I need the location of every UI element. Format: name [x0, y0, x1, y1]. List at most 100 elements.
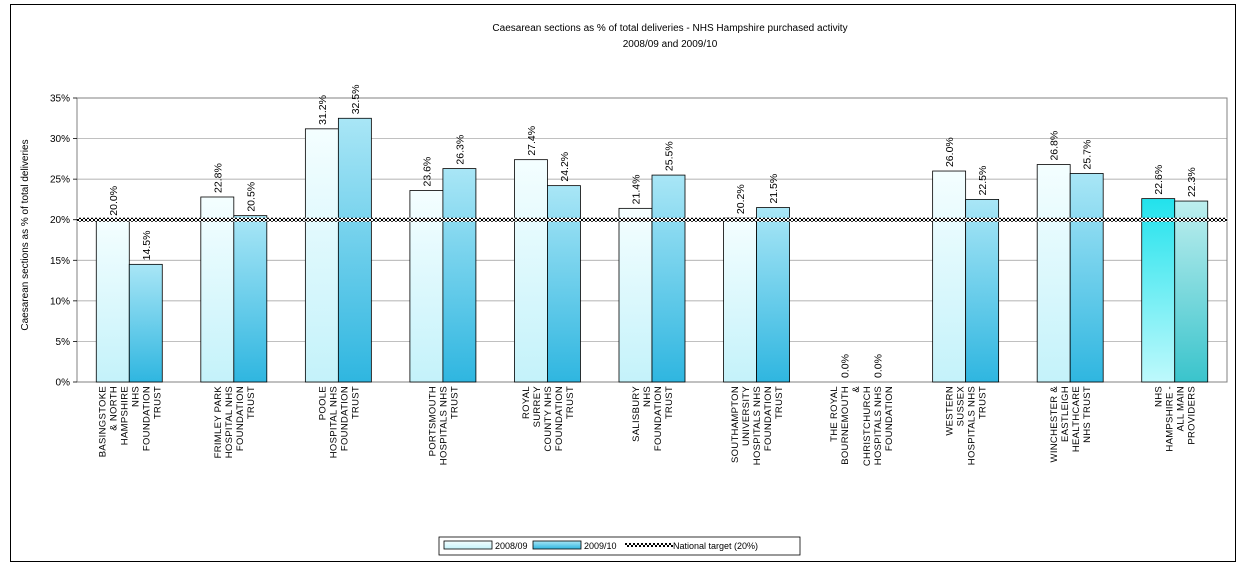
data-label: 32.5%	[350, 85, 362, 115]
category-label: TRUST	[565, 386, 576, 419]
category-label: HEALTHCARE	[1071, 386, 1082, 452]
target-line	[77, 217, 1227, 222]
data-label: 23.6%	[421, 157, 433, 187]
data-label: 25.5%	[664, 141, 676, 171]
bar-2008-09	[1036, 164, 1071, 383]
bar-2009-10	[1069, 173, 1104, 383]
y-tick-label: 0%	[56, 378, 71, 389]
legend-swatch-2008-09	[443, 540, 493, 550]
bar-2008-09	[932, 170, 967, 383]
category-label: NHS	[130, 386, 141, 407]
category-label: BASINGSTOKE	[97, 386, 108, 457]
bar-2009-10	[128, 263, 163, 383]
category-label: TRUST	[774, 386, 785, 419]
category-label: BOURNEMOUTH	[840, 386, 851, 465]
category-label: & NORTH	[108, 386, 119, 431]
category-label: FRIMLEY PARK	[213, 386, 224, 459]
data-label: 0.0%	[873, 354, 885, 378]
y-tick-label: 15%	[50, 256, 70, 267]
y-tick-label: 10%	[50, 296, 70, 307]
bar-2008-09	[1141, 198, 1176, 383]
legend: 2008/09 2009/10 National target (20%)	[438, 536, 801, 556]
category-label: NHS	[642, 386, 653, 407]
legend-label-target: National target (20%)	[673, 541, 758, 551]
bar-2009-10	[756, 207, 790, 383]
category-label: NHS	[1154, 386, 1165, 407]
y-tick-label: 30%	[50, 134, 70, 145]
data-label: 26.8%	[1049, 131, 1061, 161]
chart-subtitle: 2008/09 and 2009/10	[623, 39, 718, 50]
category-label: FOUNDATION	[235, 386, 246, 451]
category-label: FOUNDATION	[554, 386, 565, 451]
category-label: SURREY	[532, 386, 543, 428]
category-label: ROYAL	[521, 386, 532, 419]
data-label: 31.2%	[317, 95, 329, 125]
y-tick-label: 5%	[56, 337, 71, 348]
x-axis-categories: BASINGSTOKE & NORTH HAMPSHIRE NHS FOUNDATION…	[97, 386, 1197, 466]
chart-title: Caesarean sections as % of total deliver…	[492, 23, 847, 34]
bar-2009-10	[651, 174, 686, 383]
data-label: 22.8%	[212, 163, 224, 193]
y-tick-label: 20%	[50, 215, 70, 226]
category-label: TRUST	[664, 386, 675, 419]
category-label: PORTSMOUTH	[427, 386, 438, 456]
bar-2009-10	[965, 199, 1000, 383]
data-label: 14.5%	[141, 231, 153, 261]
bar-2009-10	[233, 215, 268, 383]
y-axis: 0% 5% 10% 15% 20% 25% 30% 35%	[50, 94, 77, 389]
data-label: 22.3%	[1186, 167, 1198, 197]
bar-2008-09	[409, 190, 444, 383]
category-label: NHS TRUST	[1082, 386, 1093, 443]
category-label: TRUST	[449, 386, 460, 419]
category-label: FOUNDATION	[763, 386, 774, 451]
category-label: COUNTY NHS	[543, 386, 554, 452]
category-label: HOSPITALS NHS	[438, 386, 449, 465]
category-label: TRUST	[978, 386, 989, 419]
category-label: TRUST	[246, 386, 257, 419]
data-label: 26.3%	[454, 135, 466, 165]
legend-swatch-2009-10	[532, 540, 582, 550]
legend-swatch-target	[625, 543, 673, 547]
category-label: FOUNDATION	[339, 386, 350, 451]
category-label: FOUNDATION	[884, 386, 895, 451]
category-label: HOSPITALS NHS	[873, 386, 884, 465]
bar-chart: Caesarean sections as % of total deliver…	[20, 23, 1228, 556]
data-label: 26.0%	[944, 137, 956, 167]
category-label: SOUTHAMPTON	[730, 386, 741, 463]
y-tick-label: 35%	[50, 94, 70, 105]
category-label: TRUST	[350, 386, 361, 419]
category-label: WESTERN	[945, 386, 956, 436]
data-label: 21.4%	[631, 175, 643, 205]
bar-2009-10	[547, 185, 581, 383]
bar-2008-09	[514, 159, 548, 383]
category-label: EASTLEIGH	[1060, 386, 1071, 442]
bar-2008-09	[304, 128, 339, 383]
bar-2008-09	[618, 207, 653, 383]
bar-2009-10	[337, 117, 372, 383]
category-label: FOUNDATION	[141, 386, 152, 451]
bar-2008-09	[95, 219, 130, 383]
category-label: &	[851, 386, 862, 393]
category-label: WINCHESTER &	[1049, 386, 1060, 463]
legend-label-2009-10: 2009/10	[584, 541, 617, 551]
data-label: 24.2%	[559, 152, 571, 182]
data-label: 22.5%	[977, 166, 989, 196]
category-label: HOSPITAL NHS	[328, 386, 339, 458]
y-axis-label: Caesarean sections as % of total deliver…	[20, 139, 31, 330]
category-label: HAMPSHIRE	[119, 386, 130, 445]
bar-2008-09	[200, 196, 235, 383]
national-target-line	[77, 217, 1227, 222]
category-label: SUSSEX	[956, 386, 967, 427]
category-label: ALL MAIN	[1176, 386, 1187, 431]
category-label: SALISBURY	[631, 386, 642, 442]
category-label: CHRISTCHURCH	[862, 386, 873, 466]
bars	[95, 117, 1209, 383]
legend-label-2008-09: 2008/09	[495, 541, 528, 551]
data-labels: 20.0% 14.5% 22.8% 20.5% 31.2% 32.5% 23.6% 26.3%…	[108, 85, 1198, 378]
category-label: HOSPITALS NHS	[752, 386, 763, 465]
data-label: 20.2%	[735, 184, 747, 214]
data-label: 20.0%	[108, 186, 120, 216]
category-label: HOSPITALS NHS	[967, 386, 978, 465]
data-label: 20.5%	[245, 182, 257, 212]
data-label: 25.7%	[1082, 140, 1094, 170]
